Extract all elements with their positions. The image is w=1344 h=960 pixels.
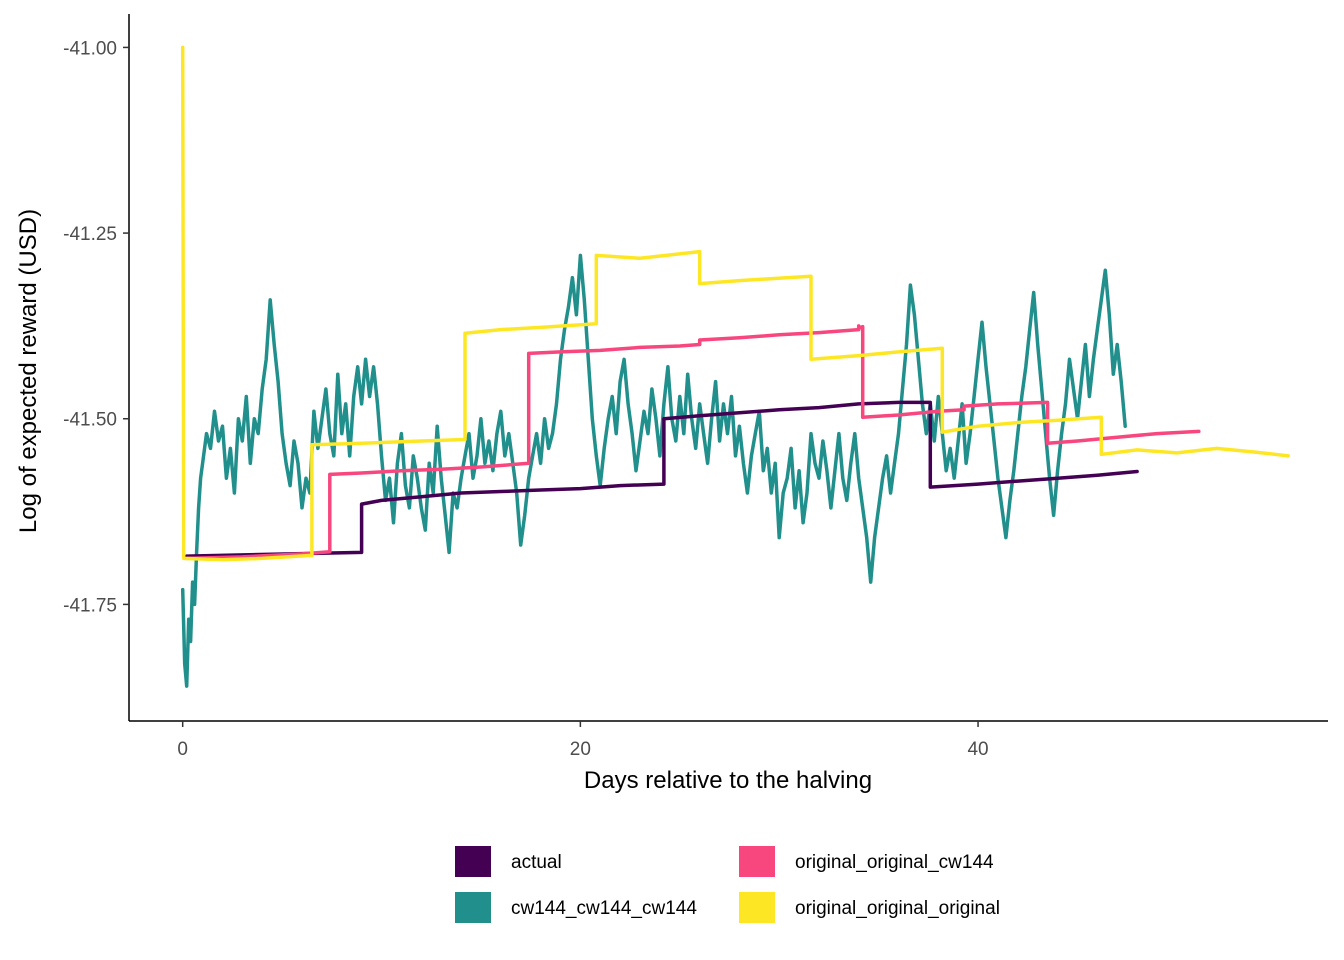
x-tick-label: 20: [570, 739, 591, 760]
y-tick-label: -41.25: [63, 224, 117, 245]
legend-label-actual: actual: [511, 852, 562, 873]
series-line-actual: [184, 400, 1139, 558]
series-lines: [180, 45, 1290, 688]
x-axis-title: Days relative to the halving: [584, 767, 872, 794]
series-line-original_original_cw144: [184, 324, 1201, 561]
series-line-cw144_cw144_cw144: [180, 253, 1127, 688]
legend-key-cw144_cw144_cw144: [455, 892, 491, 923]
y-tick-label: -41.50: [63, 410, 117, 431]
legend-label-original_original_original: original_original_original: [795, 898, 1000, 919]
y-tick-label: -41.00: [63, 38, 117, 59]
y-tick-label: -41.75: [63, 595, 117, 616]
x-tick-label: 40: [967, 739, 988, 760]
tick-labels: 0 20 40 -41.00 -41.25 -41.50 -41.75: [63, 38, 988, 760]
x-tick-label: 0: [177, 739, 188, 760]
legend: actual cw144_cw144_cw144 original_original…: [455, 846, 1000, 923]
legend-key-original_original_cw144: [739, 846, 775, 877]
legend-label-original_original_cw144: original_original_cw144: [795, 852, 994, 873]
series-line-original_original_original: [180, 45, 1290, 562]
legend-key-original_original_original: [739, 892, 775, 923]
y-axis-title: Log of expected reward (USD): [15, 209, 42, 533]
axes: [123, 14, 1328, 727]
legend-key-actual: [455, 846, 491, 877]
legend-label-cw144_cw144_cw144: cw144_cw144_cw144: [511, 898, 697, 919]
